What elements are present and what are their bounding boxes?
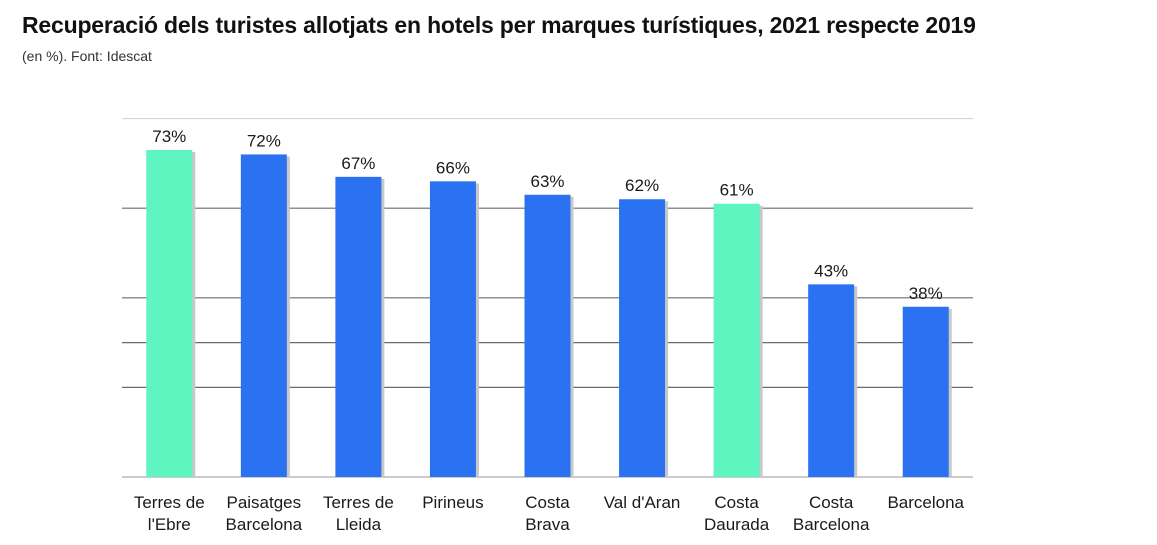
x-tick-labels: Terres de l'Ebre Paisatges Barcelona Terres … [134,493,965,534]
x-tick-label-line: Lleida [336,515,382,534]
data-label: 62% [625,176,659,195]
bar [146,149,193,477]
x-tick-label: Costa Daurada [704,493,770,534]
bar [240,154,287,477]
bar [808,284,855,477]
x-tick-label: Val d'Aran [604,493,681,512]
bar [902,306,949,477]
bar [335,176,382,477]
x-tick-label-line: Costa [809,493,854,512]
x-tick-label-line: Costa [714,493,759,512]
data-label: 61% [720,181,754,200]
bar [619,199,666,478]
data-label: 38% [909,284,943,303]
x-tick-label-line: Barcelona [226,515,303,534]
x-tick-label-line: Daurada [704,515,770,534]
x-tick-label-line: l'Ebre [148,515,191,534]
x-tick-label-line: Terres de [134,493,205,512]
data-label: 63% [530,172,564,191]
data-label: 73% [152,127,186,146]
x-tick-label-line: Brava [525,515,570,534]
data-label: 67% [341,154,375,173]
chart-subtitle: (en %). Font: Idescat [22,48,152,64]
bar [524,194,571,477]
x-tick-label: Barcelona [887,493,964,512]
x-tick-label-line: Barcelona [887,493,964,512]
x-tick-label-line: Val d'Aran [604,493,681,512]
x-tick-label-line: Pirineus [422,493,483,512]
x-tick-label-line: Barcelona [793,515,870,534]
x-tick-label: Costa Barcelona [793,493,870,534]
x-tick-label: Costa Brava [525,493,570,534]
data-label: 43% [814,261,848,280]
x-tick-label: Pirineus [422,493,483,512]
data-label: 66% [436,158,470,177]
x-tick-label-line: Terres de [323,493,394,512]
bars [146,149,952,478]
x-tick-label: Paisatges Barcelona [226,493,303,534]
x-tick-label-line: Costa [525,493,570,512]
value-labels: 73% 72% 67% 66% 63% 62% 61% 43% 38% [152,127,942,303]
bar [713,203,760,477]
bar [429,181,476,477]
data-label: 72% [247,131,281,150]
x-tick-label-line: Paisatges [226,493,301,512]
chart-title: Recuperació dels turistes allotjats en h… [22,12,976,38]
x-tick-label: Terres de Lleida [323,493,394,534]
x-tick-label: Terres de l'Ebre [134,493,205,534]
